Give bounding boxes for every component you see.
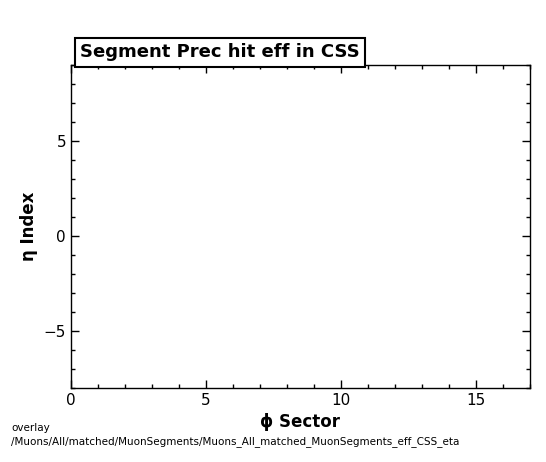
Y-axis label: η Index: η Index bbox=[20, 192, 38, 261]
Text: overlay: overlay bbox=[11, 423, 50, 433]
Text: /Muons/All/matched/MuonSegments/Muons_All_matched_MuonSegments_eff_CSS_eta: /Muons/All/matched/MuonSegments/Muons_Al… bbox=[11, 437, 459, 448]
X-axis label: ϕ Sector: ϕ Sector bbox=[260, 413, 340, 432]
Text: Segment Prec hit eff in CSS: Segment Prec hit eff in CSS bbox=[80, 43, 360, 61]
